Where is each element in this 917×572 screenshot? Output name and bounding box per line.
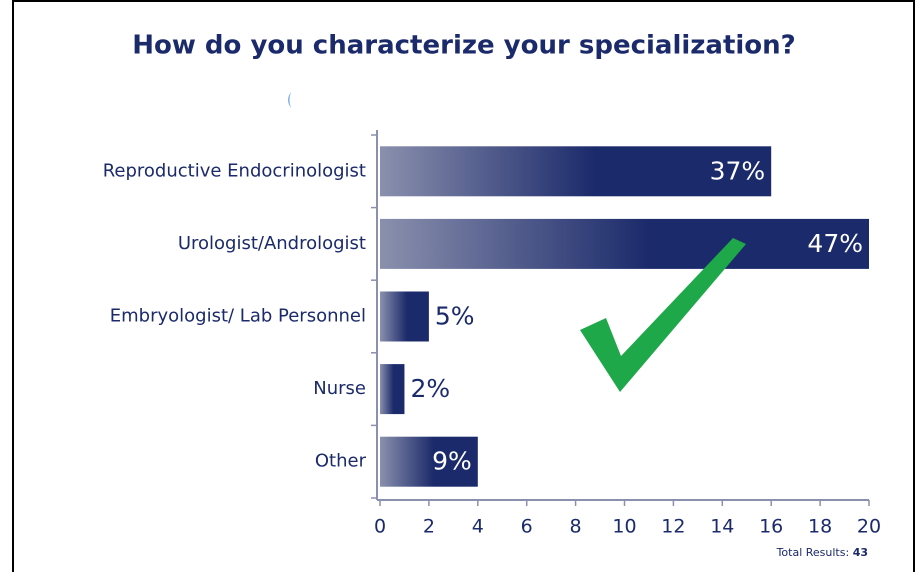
total-value: 43: [853, 546, 868, 559]
chart-title: How do you characterize your specializat…: [132, 31, 796, 61]
x-tick-label: 2: [423, 516, 435, 538]
x-tick-label: 6: [521, 516, 533, 538]
x-tick-label: 18: [808, 516, 832, 538]
total-results: Total Results: 43: [776, 546, 868, 559]
bar: [380, 291, 429, 342]
plot: 0 2 4 6 8 10 12 14 16 18 20 Reproductive Endocrinol…: [103, 130, 881, 538]
x-tick-label: 4: [472, 516, 484, 538]
total-label: Total Results:: [776, 546, 850, 559]
x-tick-label: 0: [374, 516, 386, 538]
data-label: 5%: [435, 302, 475, 331]
checkmark: [580, 238, 746, 392]
y-tick-label: Reproductive Endocrinologist: [103, 160, 366, 181]
data-label: 47%: [807, 229, 863, 258]
x-tick-label: 20: [857, 516, 881, 538]
x-tick-label: 8: [570, 516, 582, 538]
x-tick-label: 14: [710, 516, 734, 538]
data-label: 37%: [710, 156, 766, 185]
x-tick-label: 10: [612, 516, 636, 538]
y-tick-label: Urologist/Andrologist: [178, 233, 366, 254]
y-tick-label: Embryologist/ Lab Personnel: [110, 306, 366, 327]
y-tick-label: Nurse: [313, 378, 366, 399]
bar: [380, 218, 869, 269]
y-tick-label: Other: [315, 451, 367, 472]
decoration: [288, 92, 291, 108]
x-tick-label: 16: [759, 516, 783, 538]
bar: [380, 146, 772, 197]
bar: [380, 364, 405, 415]
x-tick-label: 12: [661, 516, 685, 538]
bar: [380, 436, 478, 487]
data-label: 2%: [410, 374, 450, 403]
data-label: 9%: [432, 447, 472, 476]
